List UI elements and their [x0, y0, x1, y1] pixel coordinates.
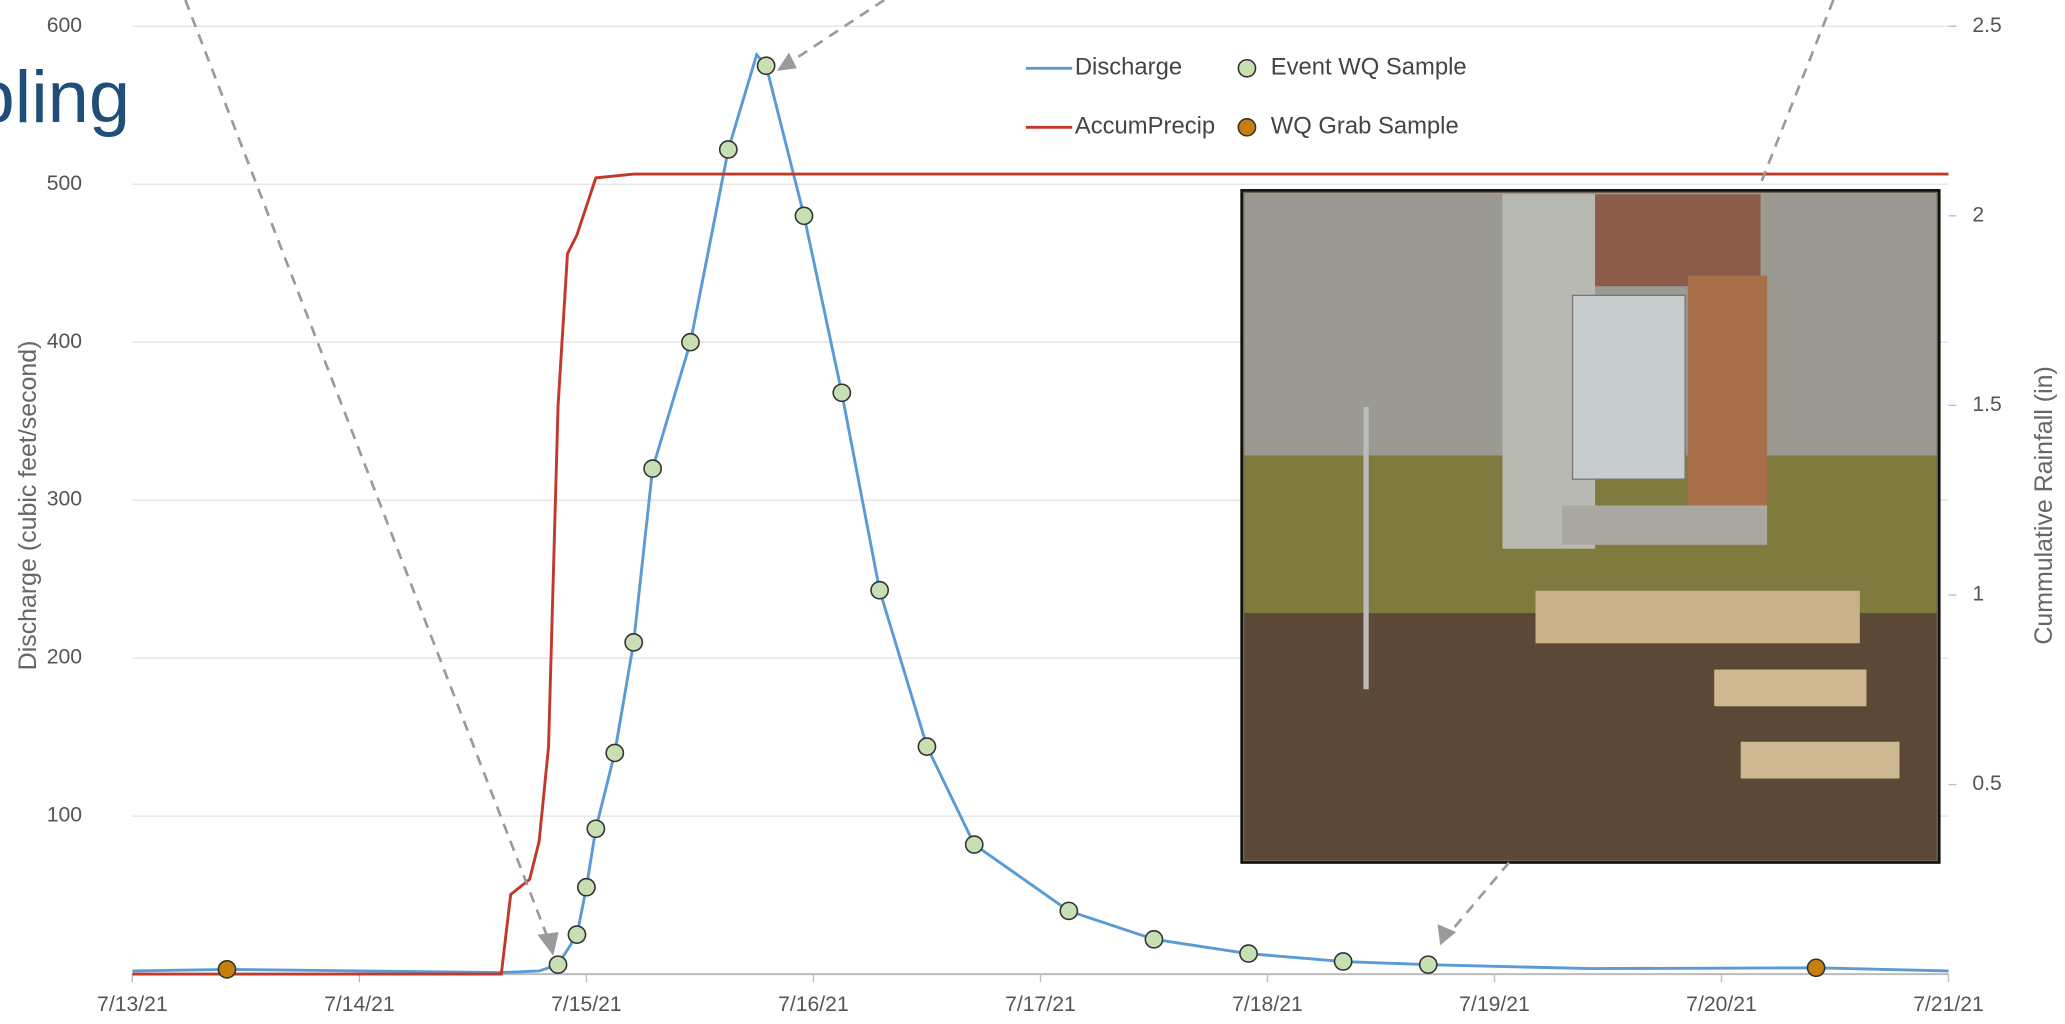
x-tick-label: 7/17/21 — [1005, 993, 1076, 1016]
sample-point — [1059, 901, 1079, 921]
legend-swatch — [1237, 58, 1257, 78]
sample-point — [832, 383, 852, 403]
sample-point — [917, 737, 937, 756]
sample-point — [586, 819, 606, 839]
x-tick-label: 7/14/21 — [324, 993, 395, 1016]
callout-arrow — [1447, 861, 1511, 936]
photo-table — [1535, 590, 1860, 644]
callout-arrow — [1759, 0, 1835, 185]
photo-roof — [1595, 194, 1761, 287]
y2-tick-label: 0.5 — [1972, 772, 2001, 795]
callout-arrow — [184, 0, 550, 940]
sample-point — [681, 332, 700, 352]
y-tick-label: 600 — [47, 14, 82, 37]
callouts — [184, 0, 1835, 940]
legend-label: WQ Grab Sample — [1271, 114, 1459, 140]
arrowhead — [537, 932, 559, 956]
y2-tick-label: 1 — [1972, 583, 1984, 606]
callout-arrow — [788, 0, 885, 65]
sample-point — [756, 56, 776, 76]
sample-point — [577, 877, 596, 897]
arrowhead — [777, 52, 797, 71]
series-line — [132, 172, 1949, 976]
y-axis-label: Discharge (cubic feet/second) — [14, 341, 42, 671]
photo-cabinet — [1571, 294, 1686, 480]
sample-point — [718, 140, 738, 159]
y2-tick-label: 2.5 — [1972, 14, 2001, 37]
x-tick-label: 7/15/21 — [551, 993, 622, 1016]
y-tick-label: 200 — [47, 646, 82, 669]
sample-point — [870, 580, 890, 600]
site-photo — [1240, 189, 1941, 864]
photo-board — [1687, 275, 1768, 512]
y-tick-label: 300 — [47, 488, 82, 511]
y-tick-label: 100 — [47, 804, 82, 827]
sample-point — [643, 459, 663, 478]
x-tick-label: 7/16/21 — [778, 993, 849, 1016]
legend-label: AccumPrecip — [1075, 114, 1215, 140]
x-tick-label: 7/19/21 — [1459, 993, 1530, 1016]
x-tick-label: 7/20/21 — [1686, 993, 1757, 1016]
sample-point — [1239, 944, 1258, 963]
legend-swatch — [1237, 118, 1257, 137]
y-tick-label: 400 — [47, 330, 82, 353]
photo-step — [1714, 669, 1867, 707]
y2-tick-label: 1.5 — [1972, 393, 2001, 416]
sample-point — [794, 206, 814, 226]
x-tick-label: 7/21/21 — [1913, 993, 1984, 1016]
legend-label: Discharge — [1075, 55, 1182, 81]
sample-point — [1418, 955, 1438, 974]
sample-point — [217, 960, 237, 979]
sample-point — [1806, 958, 1826, 978]
x-tick-label: 7/13/21 — [97, 993, 168, 1016]
sample-point — [548, 955, 568, 974]
arrowhead — [1437, 924, 1457, 946]
legend-label: Event WQ Sample — [1271, 55, 1467, 81]
sample-point — [1144, 930, 1164, 949]
y2-axis-label: Cummulative Rainfall (in) — [2030, 366, 2058, 644]
photo-shelf — [1561, 505, 1768, 545]
sample-point — [1333, 952, 1353, 971]
x-tick-label: 7/18/21 — [1232, 993, 1303, 1016]
y2-tick-label: 2 — [1972, 203, 1984, 226]
sample-point — [567, 925, 587, 944]
sample-point — [624, 633, 644, 652]
slide-title: pling — [0, 55, 130, 138]
sample-point — [605, 743, 625, 763]
sample-point — [964, 835, 984, 854]
photo-ground — [1244, 613, 1937, 860]
arrowheads — [537, 52, 1457, 956]
y-tick-label: 500 — [47, 172, 82, 195]
photo-step — [1740, 741, 1900, 779]
